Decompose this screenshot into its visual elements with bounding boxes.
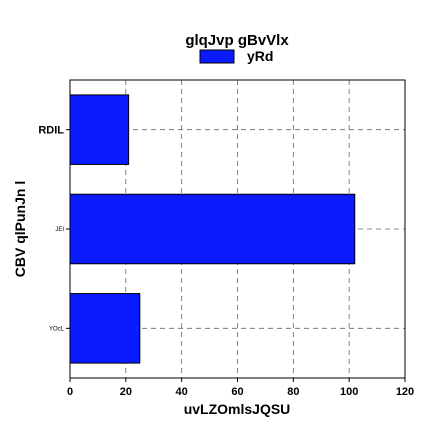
x-tick-label: 120 [396, 386, 414, 398]
x-tick-label: 20 [120, 386, 132, 398]
x-tick-label: 80 [287, 386, 299, 398]
bars [69, 94, 356, 364]
chart-title: glqJvp gBvVlx [185, 32, 289, 49]
bar-rdil [69, 94, 130, 165]
x-axis-ticks: 0 20 40 60 80 100 120 [67, 378, 414, 398]
legend-label: yRd [247, 48, 273, 64]
x-axis-label: uvLZOmlsJQSU [184, 401, 291, 417]
y-axis-categories: YOcL JEI RDIL [38, 125, 70, 332]
y-category-label: YOcL [49, 326, 65, 332]
bar-jei [69, 193, 356, 265]
y-category-label: JEI [55, 227, 64, 233]
y-axis-label: CBV qlPunJn l [12, 181, 28, 277]
x-tick-label: 60 [231, 386, 243, 398]
legend-swatch [199, 49, 235, 64]
x-tick-label: 0 [67, 386, 73, 398]
x-tick-label: 100 [340, 386, 358, 398]
x-tick-label: 40 [176, 386, 188, 398]
y-category-label: RDIL [38, 125, 64, 137]
bar-yocl [69, 293, 141, 364]
